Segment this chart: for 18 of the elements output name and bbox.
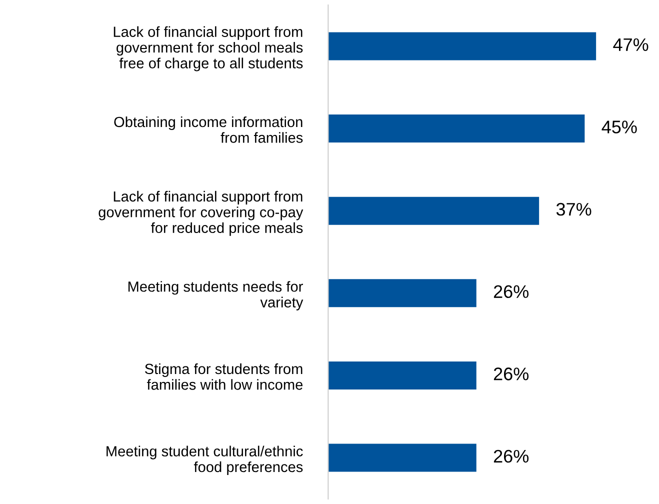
y-tick-label: Lack of financial support from government for school meals free of charge to all students	[114, 26, 303, 72]
bar	[328, 196, 540, 225]
data-label: 26%	[494, 285, 529, 298]
y-tick-label: Meeting student cultural/ethnic food preferences	[106, 446, 303, 476]
data-label: 26%	[494, 450, 529, 463]
data-label: 26%	[494, 368, 529, 380]
data-label: 37%	[556, 202, 592, 216]
bar	[328, 32, 596, 60]
y-tick-label: Stigma for students from families with low income	[145, 363, 303, 390]
y-tick-label: Lack of financial support from government for covering co-pay for reduced price meals	[98, 190, 304, 236]
bar	[328, 279, 476, 308]
y-tick-label: Meeting students needs for variety	[128, 281, 304, 310]
bar	[328, 114, 585, 143]
bar	[328, 361, 476, 390]
y-tick-label: Obtaining income information from families	[114, 116, 303, 143]
bar	[328, 444, 476, 472]
data-label: 47%	[613, 38, 648, 51]
data-label: 45%	[602, 120, 637, 134]
